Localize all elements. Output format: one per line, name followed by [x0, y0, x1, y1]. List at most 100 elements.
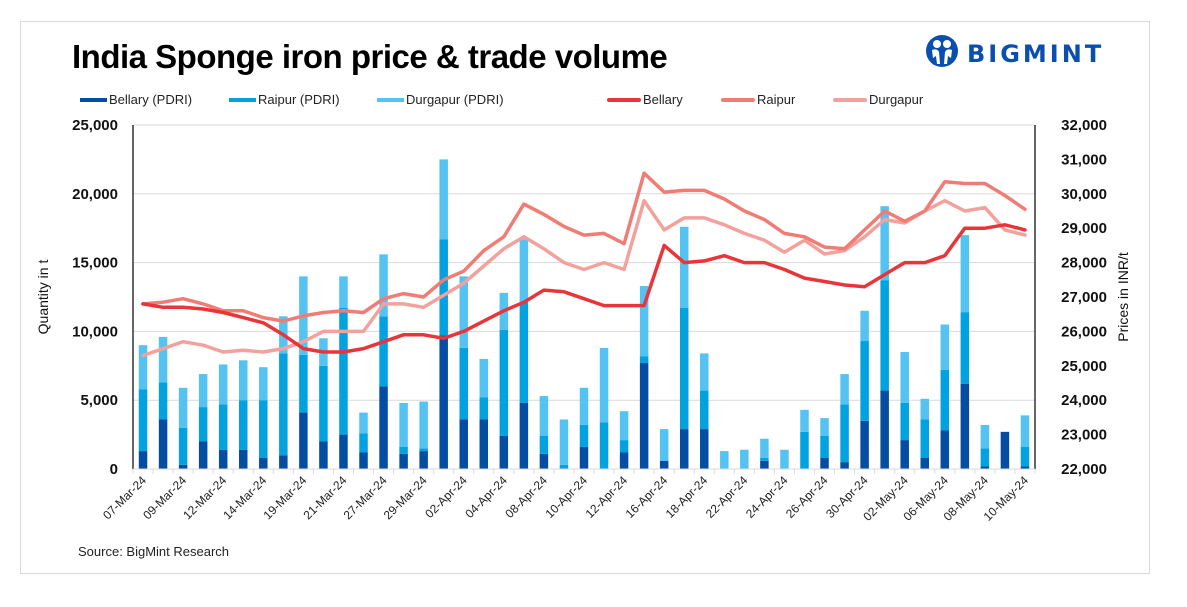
logo-text: BIGMINT: [967, 39, 1105, 68]
legend-swatch: [80, 97, 107, 102]
bar-segment: [138, 451, 148, 469]
bar-segment: [339, 276, 348, 309]
bar-segment: [700, 390, 709, 430]
bar-segment: [679, 429, 689, 469]
bar-segment: [940, 369, 950, 431]
bar-segment: [980, 424, 990, 449]
bar-segment: [820, 435, 829, 458]
bar-segment: [479, 419, 489, 469]
bar-segment: [1000, 431, 1010, 469]
bar-segment: [980, 448, 990, 467]
y-tick-label: 20,000: [72, 186, 118, 203]
bar-segment: [439, 239, 448, 336]
bar-segment: [900, 402, 909, 441]
bar-segment: [679, 226, 689, 309]
y2-tick-label: 29,000: [1061, 220, 1107, 237]
bar-segment: [319, 441, 328, 469]
bar-segment: [980, 466, 990, 469]
bar-segment: [579, 424, 589, 447]
bar-segment: [499, 330, 509, 436]
bar-segment: [238, 360, 248, 401]
y2-tick-label: 22,000: [1061, 461, 1107, 478]
bar-segment: [940, 324, 950, 370]
legend-item-bellary-price: Bellary: [607, 92, 683, 107]
bar-segment: [940, 430, 950, 469]
legend-item-durgapur-price: Durgapur: [833, 92, 923, 107]
bar-segment: [439, 335, 448, 469]
legend-line: [721, 97, 755, 102]
bar-segment: [920, 457, 930, 469]
bar-segment: [840, 374, 849, 405]
bar-segment: [700, 353, 709, 391]
bar-segment: [339, 434, 348, 469]
bar-segment: [639, 285, 649, 357]
legend-line: [607, 97, 641, 102]
legend-item-raipur-price: Raipur: [721, 92, 795, 107]
legend-label: Durgapur (PDRI): [406, 92, 504, 107]
bar-segment: [619, 411, 629, 441]
bar-segment: [920, 398, 930, 420]
bar-segment: [960, 235, 970, 313]
bar-segment: [559, 419, 569, 465]
legend-label: Bellary (PDRI): [109, 92, 193, 107]
bar-segment: [339, 308, 348, 435]
bar-segment: [619, 452, 629, 469]
bar-segment: [158, 336, 168, 383]
bar-segment: [499, 435, 509, 469]
bar-segment: [319, 365, 328, 442]
bar-segment: [459, 276, 468, 348]
bar-segment: [419, 448, 428, 452]
x-tick-label: 08-Apr-24: [502, 473, 550, 521]
bar-segment: [519, 402, 529, 469]
bar-segment: [259, 367, 268, 401]
y2-tick-label: 24,000: [1061, 392, 1107, 409]
bar-segment: [960, 312, 970, 384]
bar-segment: [900, 440, 909, 469]
y2-tick-label: 23,000: [1061, 427, 1107, 444]
bar-segment: [218, 404, 228, 450]
bar-segment: [479, 397, 489, 420]
bar-segment: [639, 356, 649, 364]
y2-tick-label: 26,000: [1061, 323, 1107, 340]
bigmint-logo: BIGMINT: [925, 34, 1104, 73]
price-line-bellary: [141, 223, 1027, 354]
bar-segment: [359, 412, 368, 434]
bar-segment: [379, 254, 388, 317]
gridlines: [133, 124, 1035, 401]
line-series: [141, 171, 1027, 358]
price-line-durgapur: [141, 198, 1027, 358]
x-tick-label: 29-Mar-24: [381, 473, 430, 522]
bar-segment: [780, 449, 789, 469]
bar-segment: [359, 452, 368, 469]
bar-segment: [439, 159, 448, 240]
x-tick-label: 24-Apr-24: [743, 473, 791, 521]
bar-segment: [760, 457, 769, 461]
bar-segment: [178, 464, 188, 469]
bar-segment: [720, 451, 729, 469]
bar-segment: [138, 345, 148, 390]
bar-segment: [138, 389, 148, 452]
bar-segment: [419, 451, 428, 469]
bar-segment: [238, 449, 248, 469]
bar-segment: [840, 404, 849, 463]
bar-segment: [760, 460, 769, 469]
bar-series: [138, 159, 1030, 469]
x-tick-label: 02-Apr-24: [422, 473, 470, 521]
bar-segment: [279, 455, 288, 469]
bar-segment: [840, 462, 849, 469]
bar-segment: [1020, 466, 1030, 469]
x-tick-label: 12-Apr-24: [583, 473, 631, 521]
bar-segment: [198, 441, 208, 469]
y2-tick-label: 25,000: [1061, 358, 1107, 375]
x-tick-label: 18-Apr-24: [663, 473, 711, 521]
bar-segment: [920, 419, 930, 458]
y2-axis-title: Prices in INR/t: [1115, 252, 1131, 342]
bar-segment: [659, 429, 669, 461]
bar-segment: [659, 460, 669, 469]
y2-tick-label: 28,000: [1061, 255, 1107, 272]
y2-tick-label: 31,000: [1061, 151, 1107, 168]
bar-segment: [539, 435, 549, 454]
bar-segment: [800, 409, 809, 432]
legend-label: Durgapur: [869, 92, 924, 107]
bar-segment: [399, 446, 408, 454]
